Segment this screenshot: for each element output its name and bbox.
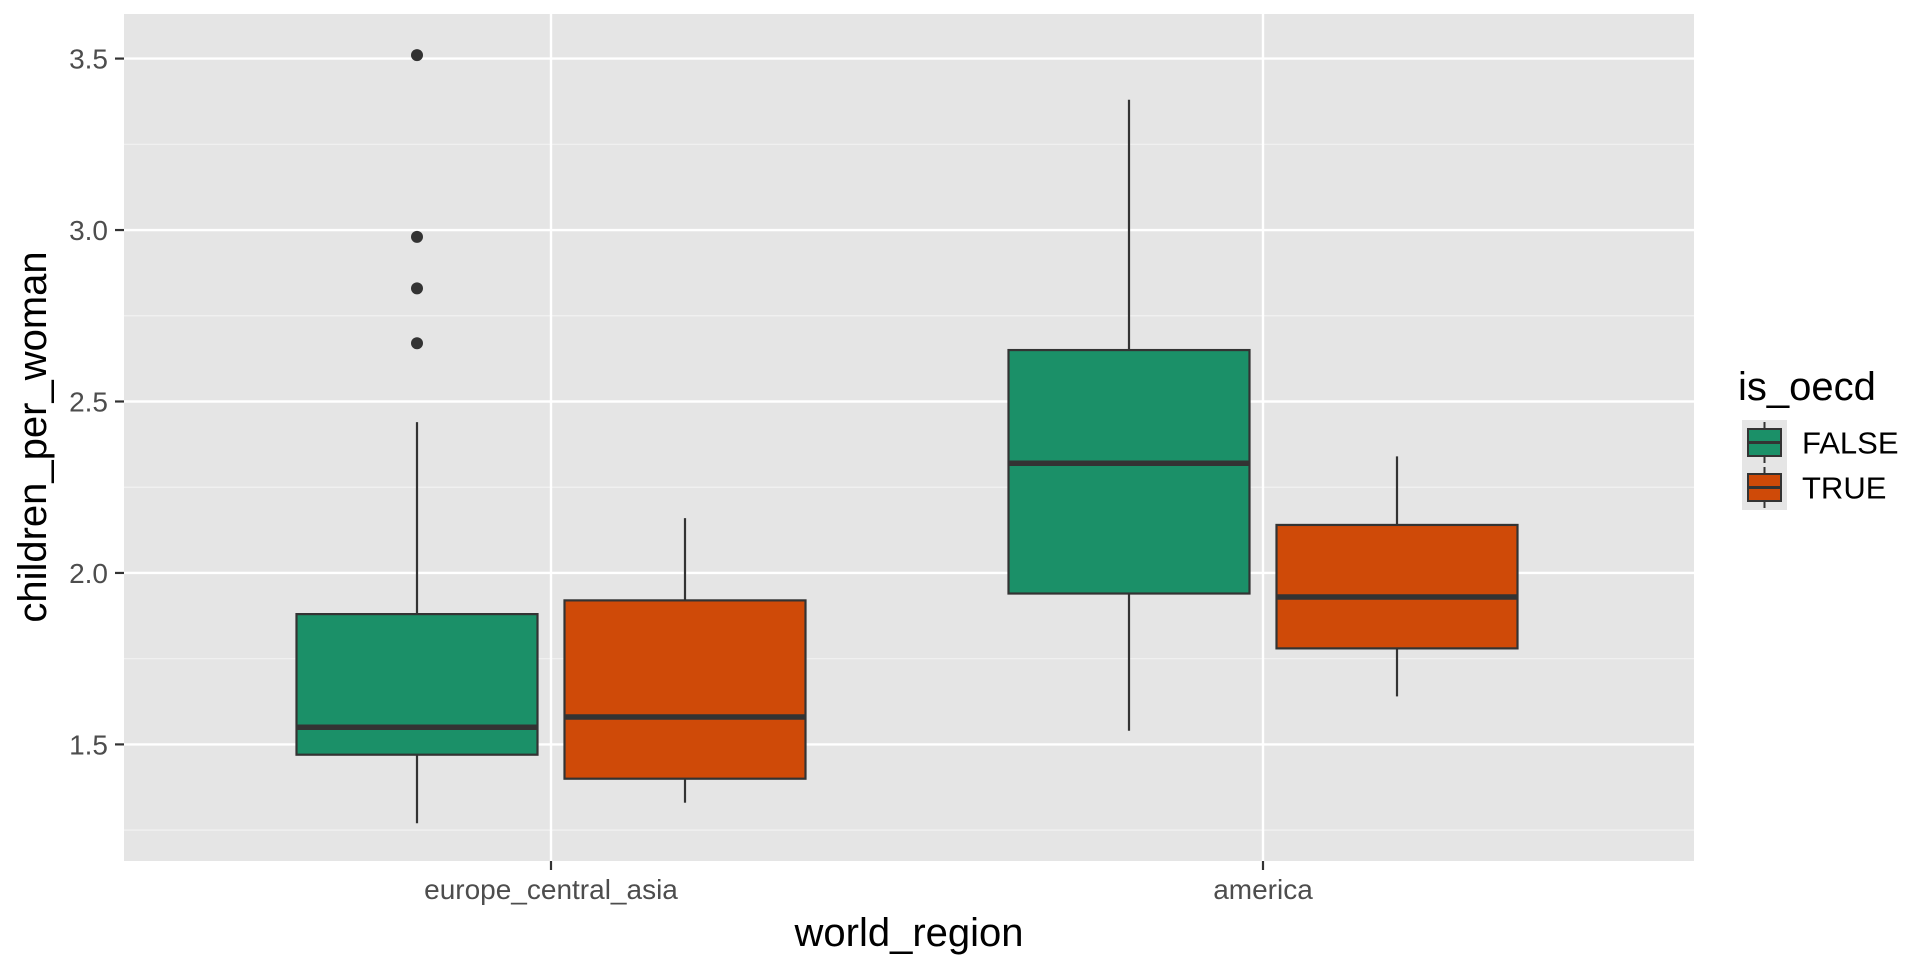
outlier-point (411, 337, 423, 350)
box-iqr (1275, 523, 1519, 650)
box-false-america (1007, 99, 1251, 731)
legend: is_oecd FALSE TRUE (1738, 365, 1899, 510)
y-tick-label: 2.5 (69, 386, 108, 417)
x-axis-title: world_region (793, 911, 1023, 955)
box-iqr (1007, 348, 1251, 595)
x-tick-label: europe_central_asia (424, 874, 678, 905)
y-tick-label: 2.0 (69, 558, 108, 589)
box-iqr (295, 613, 539, 756)
box-true-europe_central_asia (563, 518, 807, 803)
y-axis-title: children_per_woman (11, 251, 55, 622)
y-tick-label: 1.5 (69, 729, 108, 760)
boxes (295, 49, 1519, 824)
legend-title: is_oecd (1738, 365, 1876, 409)
legend-label-true: TRUE (1802, 471, 1886, 506)
legend-label-false: FALSE (1802, 426, 1899, 461)
outlier-point (411, 230, 423, 243)
x-axis: europe_central_asia america (424, 861, 1313, 905)
x-tick-label: america (1213, 874, 1313, 905)
y-tick-label: 3.5 (69, 44, 108, 75)
box-false-europe_central_asia (295, 49, 539, 824)
box-true-america (1275, 456, 1519, 697)
outlier-point (411, 49, 423, 62)
box-iqr (563, 599, 807, 780)
outlier-point (411, 282, 423, 295)
legend-key-true (1742, 465, 1787, 510)
y-axis: 1.5 2.0 2.5 3.0 3.5 (69, 44, 124, 760)
y-tick-label: 3.0 (69, 215, 108, 246)
legend-key-false (1742, 420, 1787, 465)
